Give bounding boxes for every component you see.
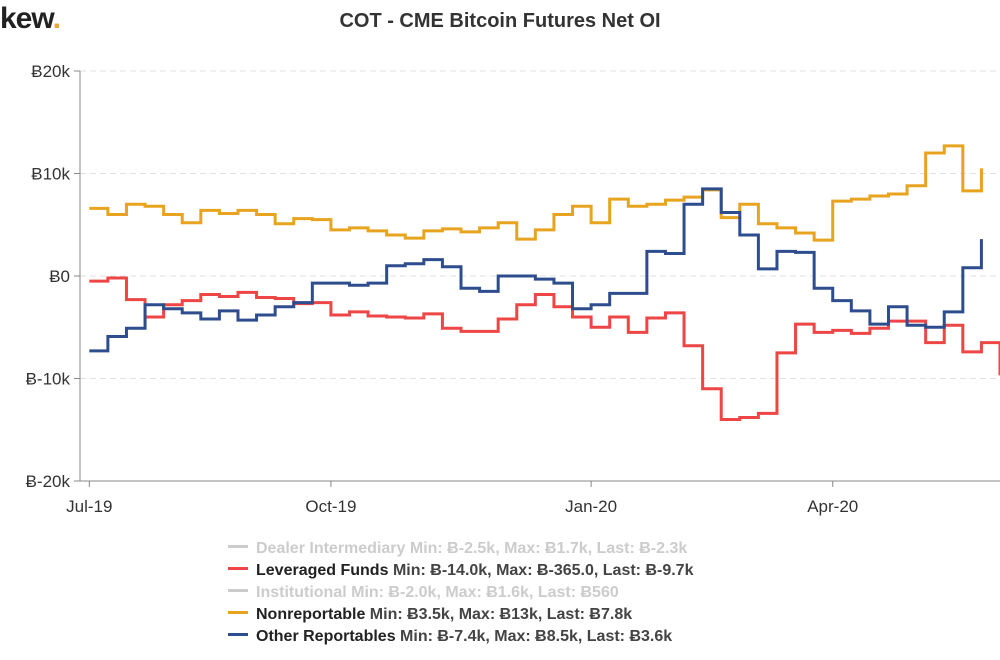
legend-series-name: Leveraged Funds bbox=[256, 562, 389, 579]
legend-series-stats: Min: Ƀ3.5k, Max: Ƀ13k, Last: Ƀ7.8k bbox=[369, 606, 633, 623]
y-axis: Ƀ20k Ƀ10k Ƀ0 Ƀ-10k Ƀ-20k bbox=[26, 62, 81, 491]
x-tick-label: Jan-20 bbox=[565, 497, 617, 516]
legend-swatch bbox=[228, 611, 248, 615]
legend-item-nonreportable[interactable]: Nonreportable Min: Ƀ3.5k, Max: Ƀ13k, Las… bbox=[228, 604, 693, 626]
line-chart: Ƀ20k Ƀ10k Ƀ0 Ƀ-10k Ƀ-20k Jul-19 Oct-19 Jan-20 A… bbox=[26, 62, 1000, 516]
legend: Dealer Intermediary Min: Ƀ-2.5k, Max: Ƀ1… bbox=[228, 538, 693, 648]
legend-series-name: Institutional bbox=[256, 584, 347, 601]
legend-series-stats: Min: Ƀ-7.4k, Max: Ƀ8.5k, Last: Ƀ3.6k bbox=[400, 628, 673, 645]
kew-logo: kew. bbox=[0, 2, 61, 36]
legend-series-stats: Min: Ƀ-2.5k, Max: Ƀ1.7k, Last: Ƀ-2.3k bbox=[409, 540, 688, 557]
legend-swatch bbox=[228, 545, 248, 549]
y-tick-label: Ƀ20k bbox=[31, 62, 70, 81]
legend-series-stats: Min: Ƀ-2.0k, Max: Ƀ1.6k, Last: Ƀ560 bbox=[351, 584, 619, 601]
legend-swatch bbox=[228, 589, 248, 593]
x-tick-label: Apr-20 bbox=[807, 497, 858, 516]
x-axis: Jul-19 Oct-19 Jan-20 Apr-20 bbox=[66, 480, 1000, 516]
series-line-nonreportable bbox=[89, 144, 983, 242]
legend-series-name: Other Reportables bbox=[256, 628, 396, 645]
y-tick-label: Ƀ0 bbox=[49, 267, 70, 286]
series-line-other-reportables bbox=[89, 187, 983, 353]
grid-lines bbox=[80, 70, 1000, 379]
x-tick-label: Jul-19 bbox=[66, 497, 112, 516]
legend-item-leveraged-funds[interactable]: Leveraged Funds Min: Ƀ-14.0k, Max: Ƀ-365… bbox=[228, 560, 693, 582]
chart-title: COT - CME Bitcoin Futures Net OI bbox=[339, 10, 661, 32]
legend-series-name: Nonreportable bbox=[256, 606, 366, 623]
y-tick-label: Ƀ-20k bbox=[26, 472, 71, 491]
legend-swatch bbox=[228, 633, 248, 637]
logo-text: kew bbox=[0, 2, 54, 35]
legend-item-dealer-intermediary[interactable]: Dealer Intermediary Min: Ƀ-2.5k, Max: Ƀ1… bbox=[228, 538, 693, 560]
logo-dot: . bbox=[52, 2, 61, 35]
legend-series-name: Dealer Intermediary bbox=[256, 540, 406, 557]
legend-series-stats: Min: Ƀ-14.0k, Max: Ƀ-365.0, Last: Ƀ-9.7k bbox=[392, 562, 694, 579]
legend-item-other-reportables[interactable]: Other Reportables Min: Ƀ-7.4k, Max: Ƀ8.5… bbox=[228, 626, 693, 648]
series-line-leveraged-funds bbox=[89, 276, 1000, 421]
y-tick-label: Ƀ-10k bbox=[26, 370, 71, 389]
series-lines bbox=[89, 144, 1000, 421]
x-tick-label: Oct-19 bbox=[305, 497, 356, 516]
y-tick-label: Ƀ10k bbox=[31, 165, 70, 184]
legend-item-institutional[interactable]: Institutional Min: Ƀ-2.0k, Max: Ƀ1.6k, L… bbox=[228, 582, 693, 604]
legend-swatch bbox=[228, 567, 248, 571]
